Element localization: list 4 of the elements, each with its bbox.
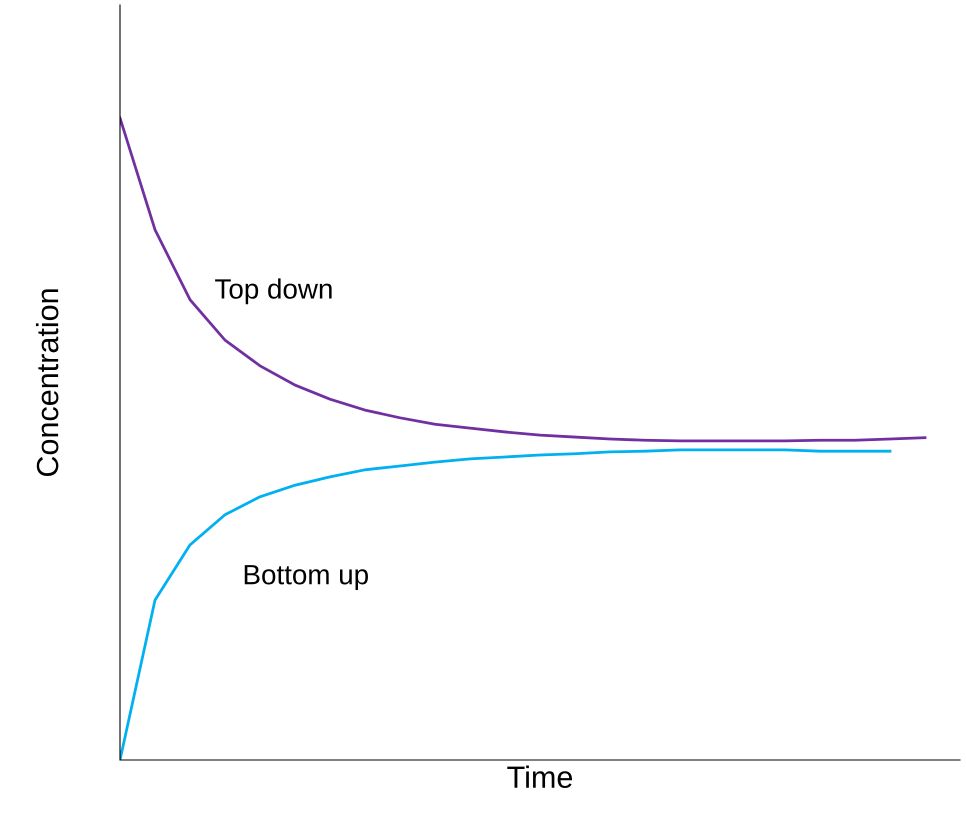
series-label: Top down <box>215 278 332 304</box>
series-label: Bottom up <box>244 565 368 590</box>
y-axis-title: Concentration <box>36 289 58 476</box>
x-axis-title: Time <box>507 766 572 788</box>
